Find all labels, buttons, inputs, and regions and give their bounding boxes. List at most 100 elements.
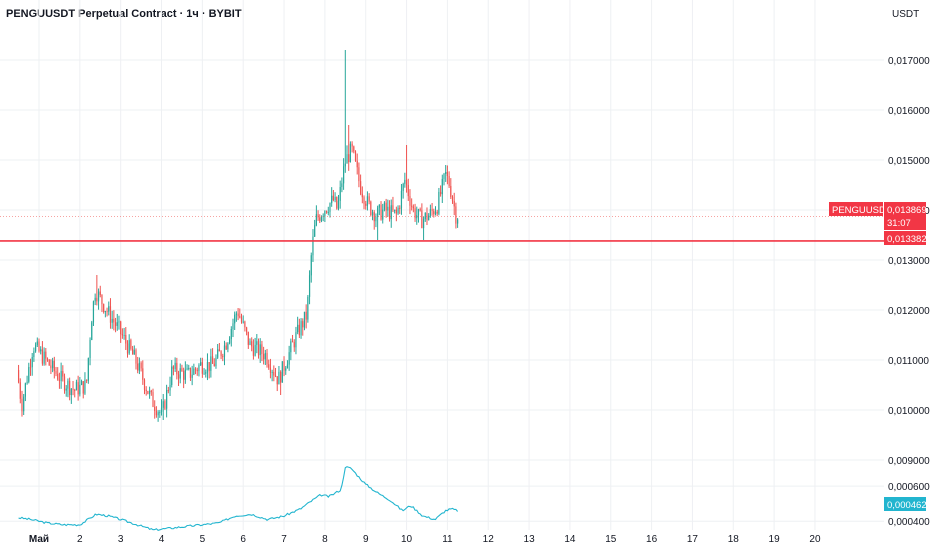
candle-body <box>38 341 40 352</box>
candle-body <box>434 211 437 215</box>
candle-body <box>58 379 61 382</box>
candle-body <box>75 382 78 391</box>
candle-body <box>331 195 333 204</box>
candle-body <box>240 317 243 322</box>
candle-body <box>92 301 95 323</box>
candle-body <box>310 255 312 276</box>
candle-body <box>336 196 338 209</box>
candle-body <box>215 357 217 367</box>
candle-body <box>269 367 272 373</box>
candle-body <box>121 334 123 336</box>
candle-body <box>162 401 164 408</box>
candle-body <box>120 321 122 335</box>
level-price-value: 0,013382 <box>887 234 927 245</box>
candle-body <box>361 193 363 198</box>
chart-title: PENGUUSDT Perpetual Contract · 1ч · BYBI… <box>6 8 242 20</box>
candle-body <box>416 215 418 219</box>
candle-body <box>302 321 304 328</box>
candle-body <box>57 373 59 380</box>
candle-body <box>143 379 146 390</box>
candle-body <box>149 390 151 394</box>
candle-body <box>433 210 435 215</box>
candle-body <box>128 340 130 354</box>
candle-body <box>113 318 115 323</box>
candle-body <box>126 343 129 354</box>
candle-body <box>26 381 28 384</box>
candle-body <box>288 352 290 365</box>
candle-body <box>365 203 367 206</box>
candle-body <box>234 314 236 324</box>
candle-body <box>247 331 249 345</box>
candle-body <box>278 371 280 385</box>
candle-body <box>228 339 231 344</box>
candle-body <box>264 353 266 360</box>
candle-body <box>111 318 113 323</box>
candle-body <box>189 367 192 378</box>
x-tick-label: 18 <box>728 534 740 545</box>
candle-body <box>177 374 180 379</box>
currency-label[interactable]: USDT <box>892 9 920 20</box>
candle-body <box>62 370 64 377</box>
x-tick-label: 10 <box>401 534 413 545</box>
candle-body <box>360 181 362 194</box>
candle-body <box>24 383 26 397</box>
candle-body <box>137 363 139 371</box>
candle-body <box>181 368 183 372</box>
candle-body <box>101 294 103 305</box>
x-tick-label: 3 <box>118 534 124 545</box>
candle-body <box>52 360 54 369</box>
y-tick-label: 0,000600 <box>888 482 930 493</box>
candle-body <box>210 356 212 371</box>
candle-body <box>341 183 343 187</box>
candle-body <box>34 344 37 352</box>
candle-body <box>422 219 425 229</box>
candle-body <box>285 368 287 371</box>
candle-body <box>298 324 300 336</box>
candle-body <box>53 360 55 371</box>
candle-body <box>317 214 319 218</box>
candle-body <box>203 373 205 375</box>
candle-body <box>31 356 33 368</box>
candle-body <box>254 344 256 356</box>
candle-body <box>441 178 443 195</box>
candle-body <box>77 382 79 395</box>
candle-body <box>157 412 159 416</box>
x-tick-label: 9 <box>363 534 369 545</box>
price-axis[interactable]: 0,009000 0,010000 0,011000 0,012000 0,013000… <box>888 56 930 528</box>
candle-body <box>457 219 459 224</box>
candle-body <box>116 322 118 326</box>
candle-body <box>60 370 62 382</box>
candle-body <box>232 323 234 330</box>
candle-body <box>201 362 203 374</box>
x-tick-label: 19 <box>769 534 781 545</box>
candle-body <box>108 306 110 312</box>
candle-body <box>198 365 200 372</box>
y-tick-label: 0,017000 <box>888 56 930 67</box>
candle-body <box>41 349 44 364</box>
candle-body <box>271 371 273 373</box>
time-axis[interactable]: Май 2 3 4 5 6 7 8 9 10 11 12 13 14 15 16 17 18 19 20 <box>29 534 821 545</box>
candle-body <box>419 209 421 211</box>
candle-body <box>46 358 49 360</box>
y-tick-label: 0,010000 <box>888 406 930 417</box>
candle-body <box>385 202 387 211</box>
candle-body <box>342 166 345 184</box>
candle-body <box>320 216 323 221</box>
candle-body <box>319 217 321 221</box>
candle-body <box>82 381 84 394</box>
candle-body <box>431 209 433 211</box>
candle-body <box>145 389 147 392</box>
candle-body <box>138 362 140 371</box>
candle-body <box>404 179 406 184</box>
candle-body <box>417 209 420 216</box>
candle-body <box>19 382 21 399</box>
candle-body <box>252 346 255 356</box>
y-tick-label: 0,000400 <box>888 517 930 528</box>
candle-body <box>86 379 88 381</box>
candle-body <box>445 171 447 174</box>
candle-body <box>308 275 311 297</box>
candle-body <box>368 196 370 202</box>
candle-body <box>21 398 23 412</box>
candle-body <box>266 353 268 365</box>
